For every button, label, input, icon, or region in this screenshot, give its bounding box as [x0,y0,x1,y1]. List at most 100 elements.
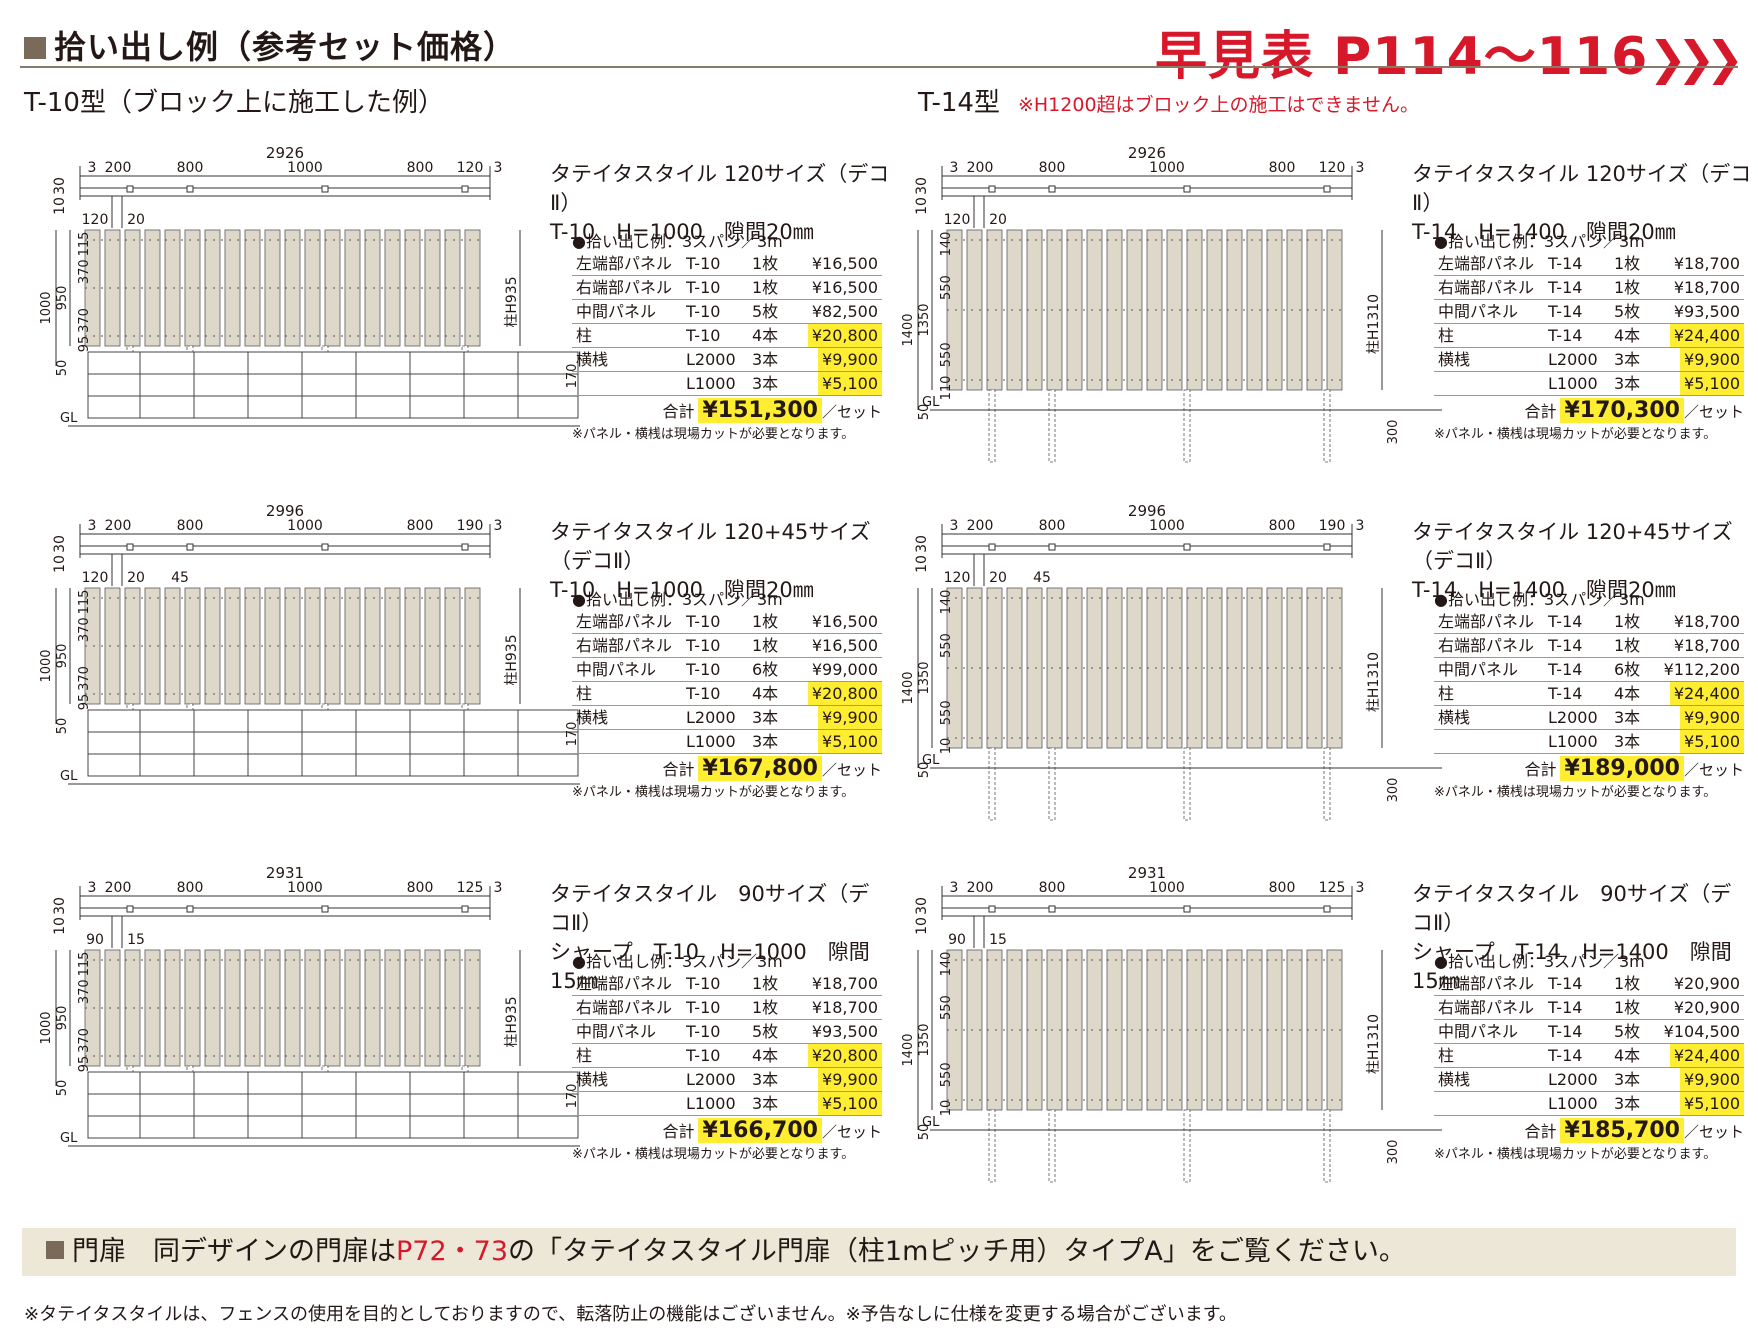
dimension-label: 800 [1269,518,1296,534]
fence-board [1186,229,1203,391]
dimension-label: 120 [944,570,971,586]
fence-board [1126,587,1143,749]
total-price: ¥185,700 [1560,1118,1684,1143]
fence-board [1166,949,1183,1111]
fence-board [1106,587,1123,749]
item-price: ¥5,100 [818,730,882,753]
item-model: L2000 [686,708,736,727]
table-row: 横桟 L2000 3本 ¥9,900 [1434,706,1744,730]
post-footing [988,389,996,463]
item-price: ¥18,700 [1673,278,1740,297]
quick-reference-link[interactable]: 早見表 P114〜116❯❯❯ [1155,14,1744,89]
price-table: ●拾い出し例：3スパン／3m 左端部パネル T-14 1枚 ¥20,900 右端部パネル T… [1434,952,1744,1164]
item-price: ¥9,900 [1680,706,1744,729]
item-name: 柱 [576,326,593,345]
fence-board [1086,229,1103,391]
item-qty: 1枚 [752,278,779,297]
product-title: タテイタスタイル 90サイズ（デコⅡ） シャープ T-14 H=1400 隙間15… [1412,880,1752,996]
dimension-label: 1400 [901,313,916,346]
item-model: T-14 [1548,1046,1583,1065]
fence-board [104,587,121,705]
fence-board [1226,229,1243,391]
fence-board [966,587,983,749]
plan-post [461,543,469,551]
fence-board [1186,949,1203,1111]
right-column-note: ※H1200超はブロック上の施工はできません。 [1017,94,1419,116]
dimension-label: 1000 [287,160,323,176]
item-qty: 1枚 [752,254,779,273]
item-qty: 1枚 [1614,612,1641,631]
item-qty: 4本 [752,1046,779,1065]
item-name: 右端部パネル [576,998,673,1017]
item-name: 横桟 [1438,1070,1471,1089]
dimension-label: 3 [88,880,97,896]
item-model: T-10 [686,974,721,993]
item-model: T-14 [1548,1022,1583,1041]
item-name: 右端部パネル [576,636,673,655]
item-qty: 4本 [1614,684,1641,703]
table-total: 合計 ¥189,000 ／セット [1434,756,1744,782]
post-footing [988,1109,996,1183]
gate-pages-link[interactable]: P72・73 [396,1236,508,1267]
item-model: L1000 [1548,1094,1598,1113]
dimension-label: 550 [939,275,954,300]
plan-rail [79,545,491,555]
dimension-label: 115 [77,952,92,977]
table-row: 右端部パネル T-14 1枚 ¥18,700 [1434,634,1744,658]
table-row: 右端部パネル T-10 1枚 ¥16,500 [572,634,882,658]
fence-board [164,587,181,705]
item-qty: 1枚 [1614,636,1641,655]
fence-board [1186,587,1203,749]
total-price: ¥189,000 [1560,756,1684,781]
post-height-label: 柱H935 [504,276,520,327]
item-model: T-10 [686,278,721,297]
fence-board [344,587,361,705]
fence-board [1086,949,1103,1111]
item-model: T-14 [1548,254,1583,273]
product-title-line2: T-14 H=1400 隙間20㎜ [1412,220,1676,244]
dimension-label: 1400 [901,671,916,704]
fence-drawing: 2996 3 200 800 1000 800 190 3 30 10 120 20 45 170 GL 10… [39,502,580,785]
fence-board [124,229,141,347]
dimension-label: 3 [950,880,959,896]
item-qty: 1枚 [1614,278,1641,297]
dimension-label: 125 [1319,880,1346,896]
table-row: L1000 3本 ¥5,100 [572,372,882,396]
dimension-label: 1000 [39,649,54,682]
ground-level-label: GL [60,1131,78,1146]
plan-post [1048,185,1056,193]
item-price: ¥18,700 [811,974,878,993]
item-qty: 1枚 [752,998,779,1017]
item-price: ¥112,200 [1663,660,1740,679]
dimension-label: 370 [77,666,92,691]
fence-board [1266,587,1283,749]
price-table: ●拾い出し例：3スパン／3m 左端部パネル T-10 1枚 ¥18,700 右端部パネル T… [572,952,882,1164]
dimension-label: 300 [1386,778,1401,803]
item-model: T-10 [686,302,721,321]
block-wall [87,351,579,419]
plan-post [186,905,194,913]
plan-post [1323,543,1331,551]
post-footing [1048,747,1056,821]
dimension-label: 15 [127,932,145,948]
item-qty: 4本 [752,684,779,703]
page-header: 拾い出し例（参考セット価格） [24,22,516,68]
plan-post [321,543,329,551]
item-price: ¥18,700 [811,998,878,1017]
fence-board [144,587,161,705]
item-price: ¥16,500 [811,254,878,273]
total-suffix: ／セット [1683,403,1744,421]
fence-board [324,229,341,347]
dimension-label: 1350 [917,661,932,694]
plan-rail [941,545,1353,555]
block-wall [87,1071,579,1139]
plan-post [1183,185,1191,193]
item-qty: 5枚 [752,302,779,321]
fence-board [424,587,441,705]
dimension-label: 1000 [287,518,323,534]
fence-board [424,229,441,347]
left-column-title: T-10型（ブロック上に施工した例） [24,88,444,118]
fence-board [464,229,481,347]
fence-board [1266,949,1283,1111]
